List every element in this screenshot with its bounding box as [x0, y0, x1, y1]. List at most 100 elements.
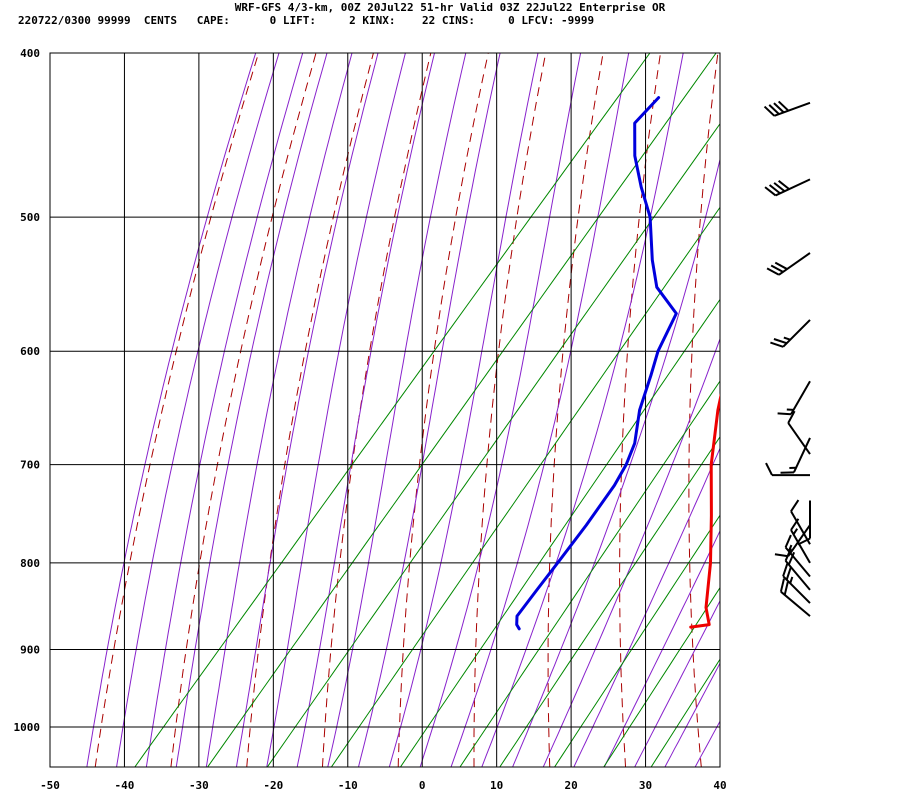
barb-staff — [782, 319, 811, 348]
moist-adiabat — [175, 53, 328, 767]
dry-adiabat — [619, 53, 662, 767]
y-tick-label: 700 — [20, 459, 40, 472]
dry-adiabat — [547, 53, 604, 767]
y-tick-label: 500 — [20, 211, 40, 224]
barb-flag — [764, 186, 777, 197]
wind-barb — [787, 410, 811, 455]
y-tick-label: 400 — [20, 47, 40, 60]
x-tick-label: 10 — [490, 779, 503, 792]
moist-adiabat — [145, 53, 304, 767]
barb-flag — [783, 336, 791, 341]
moist-adiabat — [116, 53, 280, 767]
barb-flag — [789, 466, 797, 469]
x-tick-label: 40 — [713, 779, 726, 792]
moist-adiabat — [664, 662, 720, 767]
barb-flag — [777, 412, 792, 416]
series — [515, 96, 720, 631]
barb-staff — [778, 252, 811, 276]
dewpoint-line — [515, 96, 678, 631]
background-lines — [86, 15, 900, 797]
moist-adiabat — [481, 53, 684, 767]
barb-flag — [790, 518, 800, 531]
wind-barb — [777, 380, 811, 416]
moist-adiabat — [235, 53, 379, 767]
barb-flag — [780, 471, 794, 474]
sounding-indices: 220722/0300 99999 CENTS CAPE: 0 LIFT: 2 … — [18, 14, 595, 27]
plot-border — [49, 52, 721, 768]
barb-flag — [792, 528, 799, 535]
barb-flag — [782, 563, 789, 577]
barb-flag — [773, 338, 787, 345]
moist-adiabat — [419, 53, 582, 767]
tick-labels: -50 -40 -30 -20 -10 0 10 20 30 40 400 500 600 700 800 9… — [14, 47, 727, 792]
barb-flag — [774, 261, 788, 270]
barb-flag — [777, 100, 790, 112]
barb-flag — [763, 105, 775, 117]
barb-staff — [790, 510, 811, 545]
barb-flag — [773, 182, 786, 193]
barb-staff — [775, 178, 811, 197]
moist-adiabat — [573, 447, 720, 767]
barb-flag — [787, 410, 796, 424]
moist-adiabat — [296, 53, 436, 767]
barb-flag — [770, 264, 784, 273]
x-tick-label: -30 — [189, 779, 209, 792]
wind-barb — [784, 548, 811, 591]
x-tick-label: 20 — [564, 779, 577, 792]
barb-flag — [785, 566, 792, 581]
barb-staff — [790, 380, 811, 415]
mixing-ratio-line — [553, 514, 720, 767]
x-tick-label: -50 — [40, 779, 60, 792]
wind-barb — [763, 100, 811, 117]
dry-adiabat — [821, 15, 858, 797]
barb-flag — [770, 341, 784, 348]
dry-adiabat — [94, 53, 260, 767]
barb-flag — [778, 179, 790, 190]
barb-flag — [768, 104, 780, 115]
wind-barb — [774, 524, 811, 558]
barb-flag — [773, 102, 785, 114]
moist-adiabat — [357, 53, 501, 767]
mixing-ratio-line — [330, 206, 720, 767]
mixing-ratio-line — [603, 586, 720, 767]
wind-barb — [766, 252, 811, 276]
barb-flag — [787, 551, 796, 566]
dry-adiabat — [688, 53, 719, 767]
dry-adiabat — [756, 15, 781, 797]
grid — [49, 52, 721, 768]
barb-staff — [780, 590, 811, 617]
chart-title: WRF-GFS 4/3-km, 00Z 20Jul22 51-hr Valid … — [234, 1, 666, 14]
dry-adiabat — [473, 53, 547, 767]
barb-flag — [774, 553, 789, 558]
mixing-ratio-line — [499, 435, 720, 767]
y-tick-label: 900 — [20, 643, 40, 656]
barb-staff — [787, 422, 811, 455]
wind-barb — [790, 499, 811, 545]
x-tick-label: -20 — [263, 779, 283, 792]
wind-barb — [764, 178, 811, 197]
moist-adiabat — [542, 337, 720, 767]
barb-flag — [784, 534, 792, 548]
dry-adiabat — [884, 15, 900, 797]
barb-staff — [787, 524, 811, 557]
moist-adiabat — [634, 599, 720, 767]
barb-staff — [784, 560, 811, 591]
x-tick-label: 0 — [419, 779, 426, 792]
moist-adiabat — [603, 529, 720, 767]
wind-barb — [782, 563, 811, 604]
barb-staff — [773, 101, 811, 117]
moist-adiabat — [327, 53, 467, 767]
barb-flag — [768, 184, 781, 195]
moist-adiabat — [450, 53, 630, 767]
barb-flag — [765, 462, 773, 476]
wind-barbs — [763, 100, 811, 617]
wind-barb — [790, 518, 811, 564]
header: WRF-GFS 4/3-km, 00Z 20Jul22 51-hr Valid … — [0, 0, 900, 34]
dry-adiabat — [170, 53, 317, 767]
wind-barb — [770, 319, 811, 348]
barb-flag — [766, 267, 780, 276]
barb-flag — [783, 581, 789, 596]
mixing-ratio-line — [650, 658, 720, 767]
x-tick-label: -40 — [115, 779, 135, 792]
